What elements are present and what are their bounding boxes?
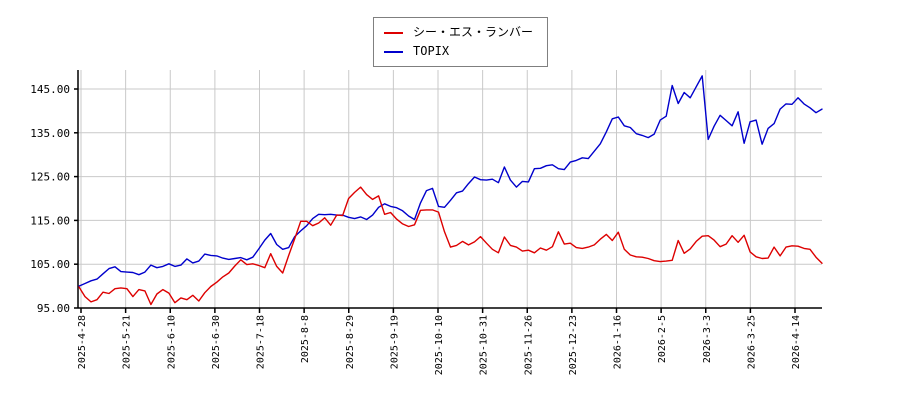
- legend-item-cs-lumber: シー・エス・ランバー: [383, 23, 534, 42]
- x-tick-label: 2026-1-16: [613, 315, 624, 369]
- legend-item-topix: TOPIX: [383, 42, 533, 61]
- y-tick-label: 145.00: [30, 83, 70, 96]
- x-tick-label: 2025-5-21: [122, 315, 133, 369]
- blue-line-swatch: [383, 50, 403, 53]
- x-tick-label: 2025-11-26: [523, 315, 534, 375]
- y-tick-label: 135.00: [30, 127, 70, 140]
- x-tick-label: 2025-12-23: [568, 315, 579, 375]
- legend-label-topix: TOPIX: [412, 44, 450, 58]
- x-tick-label: 2026-2-5: [657, 315, 668, 363]
- series-line-cs-lumber: [78, 186, 823, 306]
- y-tick-label: 125.00: [30, 171, 70, 184]
- legend-label-cs-lumber: シー・エス・ランバー: [412, 25, 534, 39]
- x-tick-label: 2025-8-29: [345, 315, 356, 369]
- series-line-topix: [78, 75, 823, 287]
- x-tick-label: 2026-3-3: [702, 315, 713, 363]
- x-tick-label: 2025-10-31: [479, 315, 490, 375]
- red-line-swatch: [383, 31, 403, 34]
- y-tick-label: 95.00: [37, 302, 70, 315]
- x-tick-label: 2025-4-28: [77, 315, 88, 369]
- x-tick-label: 2026-4-14: [791, 315, 802, 369]
- x-tick-label: 2025-10-10: [434, 315, 445, 375]
- y-tick-label: 115.00: [30, 214, 70, 227]
- x-tick-label: 2025-9-19: [389, 315, 400, 369]
- chart-legend: シー・エス・ランバー TOPIX: [372, 17, 549, 67]
- x-tick-label: 2025-8-8: [300, 315, 311, 363]
- x-tick-label: 2025-6-10: [166, 315, 177, 369]
- x-tick-label: 2025-7-18: [256, 315, 267, 369]
- y-tick-label: 105.00: [30, 258, 70, 271]
- x-tick-label: 2025-6-30: [211, 315, 222, 369]
- x-tick-label: 2026-3-25: [746, 315, 757, 369]
